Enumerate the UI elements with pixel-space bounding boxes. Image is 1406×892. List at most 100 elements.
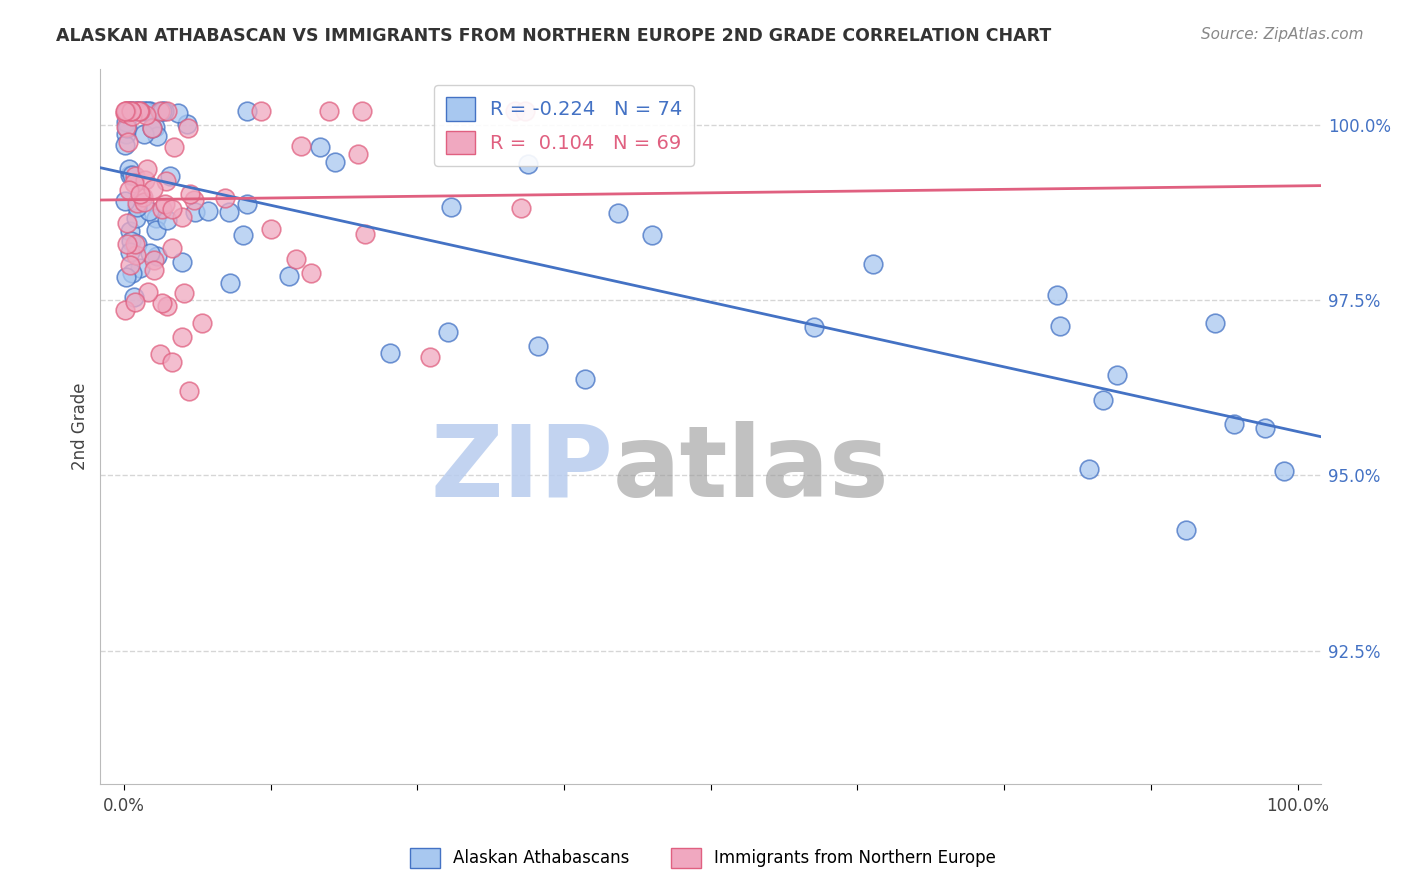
Point bbox=[214, 191, 236, 205]
Point bbox=[160, 202, 183, 216]
Point bbox=[1222, 417, 1244, 432]
Point bbox=[145, 129, 167, 144]
Point bbox=[120, 103, 142, 118]
Point bbox=[128, 103, 150, 118]
Point bbox=[163, 139, 186, 153]
Point bbox=[516, 156, 538, 170]
Text: ZIP: ZIP bbox=[430, 421, 613, 517]
Point bbox=[179, 384, 201, 399]
Point bbox=[190, 316, 212, 330]
Legend: R = -0.224   N = 74, R =  0.104   N = 69: R = -0.224 N = 74, R = 0.104 N = 69 bbox=[434, 86, 695, 166]
Point bbox=[162, 355, 184, 369]
Point bbox=[120, 234, 142, 248]
Point bbox=[115, 103, 138, 118]
Point bbox=[117, 216, 139, 230]
Point bbox=[125, 211, 148, 226]
Point bbox=[153, 197, 176, 211]
Point bbox=[1272, 464, 1295, 478]
Point bbox=[641, 228, 664, 243]
Point bbox=[156, 103, 179, 118]
Point bbox=[114, 106, 136, 120]
Point bbox=[125, 196, 148, 211]
Point bbox=[437, 325, 460, 339]
Point bbox=[138, 246, 160, 260]
Point bbox=[197, 204, 219, 219]
Point bbox=[150, 202, 173, 216]
Point bbox=[142, 182, 165, 196]
Point bbox=[503, 103, 526, 118]
Point bbox=[218, 276, 240, 290]
Point bbox=[132, 103, 155, 118]
Point bbox=[527, 339, 550, 353]
Point bbox=[134, 128, 156, 142]
Point bbox=[150, 295, 173, 310]
Point bbox=[115, 115, 138, 129]
Point bbox=[352, 103, 374, 118]
Point bbox=[150, 103, 173, 118]
Point bbox=[115, 103, 138, 118]
Point bbox=[139, 103, 162, 118]
Point bbox=[249, 103, 271, 118]
Point bbox=[179, 187, 201, 202]
Point bbox=[120, 103, 142, 118]
Point bbox=[170, 330, 193, 344]
Point bbox=[159, 169, 181, 184]
Point bbox=[173, 286, 195, 301]
Text: atlas: atlas bbox=[613, 421, 890, 517]
Point bbox=[120, 245, 142, 260]
Point bbox=[124, 103, 146, 118]
Point bbox=[132, 194, 155, 209]
Point bbox=[513, 103, 536, 118]
Point bbox=[236, 197, 259, 211]
Point bbox=[114, 103, 136, 118]
Point bbox=[440, 200, 463, 214]
Point bbox=[177, 121, 200, 136]
Point bbox=[121, 168, 143, 182]
Point bbox=[1049, 319, 1071, 334]
Point bbox=[135, 162, 157, 177]
Point bbox=[285, 252, 308, 267]
Point bbox=[118, 258, 141, 272]
Point bbox=[129, 186, 152, 201]
Point bbox=[346, 147, 368, 161]
Point bbox=[114, 194, 136, 209]
Point bbox=[138, 203, 160, 218]
Point bbox=[135, 108, 157, 122]
Point bbox=[218, 205, 240, 219]
Point bbox=[149, 103, 172, 118]
Point bbox=[156, 299, 179, 313]
Point bbox=[115, 103, 138, 118]
Point bbox=[136, 103, 159, 118]
Point bbox=[114, 120, 136, 134]
Point bbox=[120, 103, 142, 118]
Point bbox=[176, 117, 198, 131]
Point bbox=[125, 103, 148, 118]
Point bbox=[145, 120, 167, 134]
Point bbox=[354, 227, 377, 241]
Text: Source: ZipAtlas.com: Source: ZipAtlas.com bbox=[1201, 27, 1364, 42]
Point bbox=[183, 193, 205, 207]
Point bbox=[124, 248, 146, 262]
Text: ALASKAN ATHABASCAN VS IMMIGRANTS FROM NORTHERN EUROPE 2ND GRADE CORRELATION CHAR: ALASKAN ATHABASCAN VS IMMIGRANTS FROM NO… bbox=[56, 27, 1052, 45]
Point bbox=[419, 350, 441, 364]
Point bbox=[309, 139, 332, 153]
Point bbox=[118, 168, 141, 182]
Point bbox=[125, 103, 148, 118]
Point bbox=[122, 177, 145, 191]
Point bbox=[114, 138, 136, 153]
Point bbox=[1046, 288, 1069, 302]
Point bbox=[803, 319, 825, 334]
Point bbox=[1204, 316, 1226, 330]
Point bbox=[183, 205, 205, 219]
Point bbox=[120, 103, 142, 118]
Point bbox=[607, 205, 630, 219]
Point bbox=[323, 155, 346, 169]
Point bbox=[142, 262, 165, 277]
Point bbox=[141, 121, 163, 136]
Point bbox=[510, 202, 533, 216]
Point bbox=[1175, 523, 1198, 537]
Point bbox=[149, 346, 172, 360]
Point bbox=[278, 269, 301, 284]
Y-axis label: 2nd Grade: 2nd Grade bbox=[72, 383, 89, 470]
Point bbox=[117, 103, 139, 118]
